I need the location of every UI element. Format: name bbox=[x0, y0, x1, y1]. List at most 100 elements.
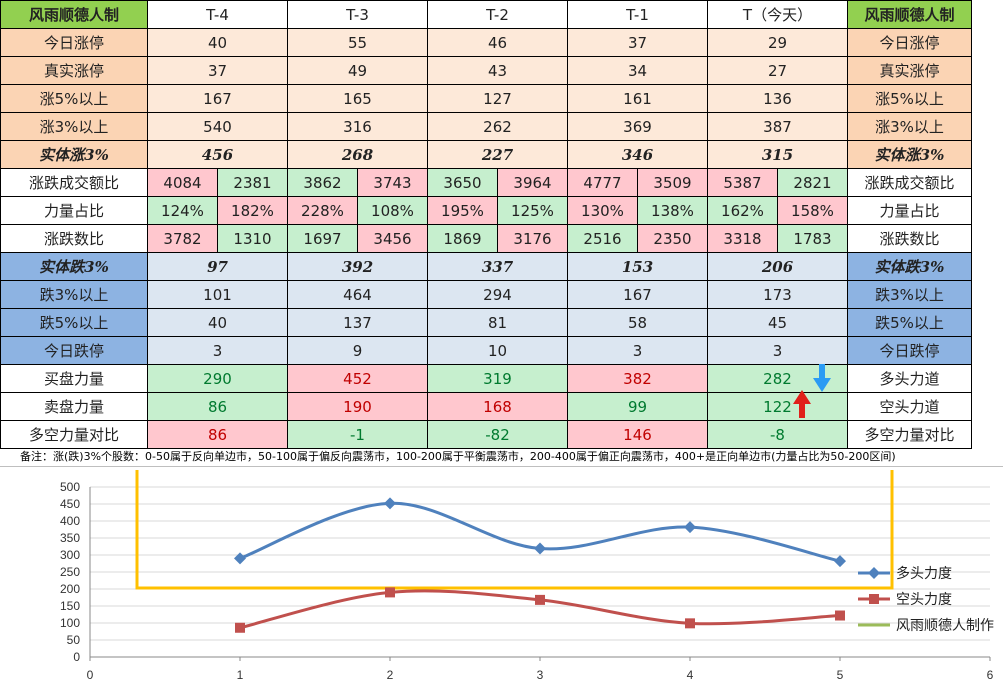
table-cell: 2350 bbox=[637, 224, 708, 253]
table-row: 跌3%以上 101 464 294 167 173 跌3%以上 bbox=[0, 280, 972, 309]
table-cell: 127 bbox=[427, 84, 568, 113]
table-cell: 3782 bbox=[147, 224, 218, 253]
table-row: 风雨顺德人制 T-4 T-3 T-2 T-1 T（今天） 风雨顺德人制 bbox=[0, 0, 972, 29]
table-cell: 3862 bbox=[287, 168, 358, 197]
table-cell: 316 bbox=[287, 112, 428, 141]
legend-label: 多头力度 bbox=[896, 565, 952, 582]
table-cell: 392 bbox=[287, 252, 428, 281]
table-cell: 46 bbox=[427, 28, 568, 57]
table-cell: 540 bbox=[147, 112, 288, 141]
table-row: 多空力量对比 86 -1 -82 146 -8 多空力量对比 bbox=[0, 420, 972, 449]
table-cell: 9 bbox=[287, 336, 428, 365]
table-cell: 86 bbox=[147, 392, 288, 421]
table-cell: 3743 bbox=[357, 168, 428, 197]
down-arrow-icon bbox=[813, 364, 831, 392]
table-cell: 3 bbox=[147, 336, 288, 365]
y-tick-label: 400 bbox=[60, 514, 80, 528]
table-cell: 3964 bbox=[497, 168, 568, 197]
table-cell: 190 bbox=[287, 392, 428, 421]
row-label-right: 实体涨3% bbox=[847, 140, 972, 169]
table-cell: 101 bbox=[147, 280, 288, 309]
row-label: 真实涨停 bbox=[0, 56, 148, 85]
data-point bbox=[535, 594, 545, 605]
table-cell: 268 bbox=[287, 140, 428, 169]
table-cell: 262 bbox=[427, 112, 568, 141]
table-cell: 138% bbox=[637, 196, 708, 225]
table-cell: 81 bbox=[427, 308, 568, 337]
table-cell: 124% bbox=[147, 196, 218, 225]
table-cell: 167 bbox=[567, 280, 708, 309]
up-arrow-icon bbox=[793, 390, 811, 418]
y-tick-label: 300 bbox=[60, 548, 80, 562]
legend-marker bbox=[869, 594, 879, 604]
table-cell: 37 bbox=[147, 56, 288, 85]
table-row: 真实涨停 37 49 43 34 27 真实涨停 bbox=[0, 56, 972, 85]
table-cell: 40 bbox=[147, 28, 288, 57]
table-cell: 3456 bbox=[357, 224, 428, 253]
row-label: 买盘力量 bbox=[0, 364, 148, 393]
table-cell: 206 bbox=[707, 252, 848, 281]
table-cell: 319 bbox=[427, 364, 568, 393]
row-label-right: 涨3%以上 bbox=[847, 112, 972, 141]
table-cell: 337 bbox=[427, 252, 568, 281]
column-header: T-4 bbox=[147, 0, 288, 29]
legend-label: 风雨顺德人制作 bbox=[896, 618, 994, 634]
legend-marker bbox=[868, 567, 880, 579]
table-cell: 136 bbox=[707, 84, 848, 113]
row-label: 涨跌数比 bbox=[0, 224, 148, 253]
table-cell: -8 bbox=[707, 420, 848, 449]
highlight-box bbox=[135, 470, 894, 590]
data-point bbox=[384, 497, 396, 510]
table-row: 实体涨3% 456 268 227 346 315 实体涨3% bbox=[0, 140, 972, 169]
table-cell: 3176 bbox=[497, 224, 568, 253]
x-tick-label: 6 bbox=[987, 668, 994, 682]
table-cell: 5387 bbox=[707, 168, 778, 197]
table-cell: 456 bbox=[147, 140, 288, 169]
table-row: 卖盘力量 86 190 168 99 122 空头力道 bbox=[0, 392, 972, 421]
table-cell: 173 bbox=[707, 280, 848, 309]
row-label-right: 力量占比 bbox=[847, 196, 972, 225]
row-label-right: 涨跌成交额比 bbox=[847, 168, 972, 197]
row-label: 涨3%以上 bbox=[0, 112, 148, 141]
table-cell: 3650 bbox=[427, 168, 498, 197]
table-row: 跌5%以上 40 137 81 58 45 跌5%以上 bbox=[0, 308, 972, 337]
table-cell: 162% bbox=[707, 196, 778, 225]
x-tick-label: 2 bbox=[387, 668, 394, 682]
table-row: 涨跌数比 3782 1310 1697 3456 1869 3176 2516 2350 3318… bbox=[0, 224, 972, 253]
row-label: 卖盘力量 bbox=[0, 392, 148, 421]
table-cell: 45 bbox=[707, 308, 848, 337]
table-row: 涨5%以上 167 165 127 161 136 涨5%以上 bbox=[0, 84, 972, 113]
row-label-right: 今日涨停 bbox=[847, 28, 972, 57]
table-cell: 3 bbox=[707, 336, 848, 365]
row-label: 力量占比 bbox=[0, 196, 148, 225]
row-label: 实体涨3% bbox=[0, 140, 148, 169]
row-label: 跌5%以上 bbox=[0, 308, 148, 337]
note-text: 备注：涨(跌)3%个股数：0-50属于反向单边市，50-100属于偏反向震荡市，… bbox=[20, 450, 896, 463]
table-cell: 2821 bbox=[777, 168, 848, 197]
row-label-right: 真实涨停 bbox=[847, 56, 972, 85]
table-cell: 130% bbox=[567, 196, 638, 225]
market-breadth-table: 风雨顺德人制 T-4 T-3 T-2 T-1 T（今天） 风雨顺德人制 今日涨停 40 55 46 3… bbox=[0, 0, 972, 449]
row-label-right: 跌5%以上 bbox=[847, 308, 972, 337]
y-tick-label: 50 bbox=[67, 633, 81, 647]
column-header: T（今天） bbox=[707, 0, 848, 29]
data-point bbox=[534, 542, 546, 555]
table-cell: 369 bbox=[567, 112, 708, 141]
table-cell: 1869 bbox=[427, 224, 498, 253]
data-point bbox=[685, 618, 695, 629]
table-cell: 315 bbox=[707, 140, 848, 169]
table-cell: 346 bbox=[567, 140, 708, 169]
y-tick-label: 100 bbox=[60, 616, 80, 630]
y-tick-label: 150 bbox=[60, 599, 80, 613]
corner-label-left: 风雨顺德人制 bbox=[0, 0, 148, 29]
table-cell: -1 bbox=[287, 420, 428, 449]
table-cell: 58 bbox=[567, 308, 708, 337]
table-cell: 387 bbox=[707, 112, 848, 141]
column-header: T-2 bbox=[427, 0, 568, 29]
column-header: T-1 bbox=[567, 0, 708, 29]
table-cell: 182% bbox=[217, 196, 288, 225]
table-cell: 290 bbox=[147, 364, 288, 393]
table-cell: 2381 bbox=[217, 168, 288, 197]
row-label-right: 实体跌3% bbox=[847, 252, 972, 281]
data-point bbox=[234, 552, 246, 565]
